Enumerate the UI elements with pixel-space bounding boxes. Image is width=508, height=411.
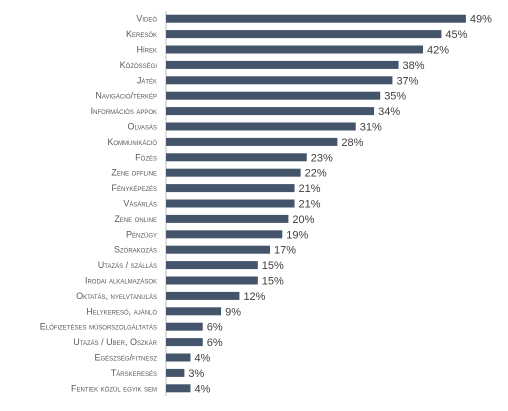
bar [166,384,191,393]
bar [166,184,295,193]
bar [166,322,203,331]
value-label: 28% [341,137,363,149]
category-label: Egészség/fitnesz [94,353,157,363]
bars [166,14,466,393]
category-labels: Videó Keresők Hírek Közösségi Játék Navigáció… [40,14,158,394]
bar [166,122,356,131]
value-label: 17% [274,245,296,257]
category-label: Kommunikáció [107,137,157,147]
bar [166,368,185,377]
bar [166,91,381,100]
bar [166,14,466,23]
value-label: 3% [188,368,204,380]
value-label: 21% [299,183,321,195]
category-label: Utazás / Uber, Oszkár [73,337,157,347]
value-label: 42% [427,45,449,57]
category-label: Keresők [126,29,157,39]
bar [166,214,289,223]
category-label: Előfizetéses műsorszolgáltatás [40,322,157,332]
value-label: 15% [262,276,284,288]
category-label: Játék [137,75,157,85]
category-label: Információs appok [91,106,157,116]
category-label: Helykereső, ajánló [86,306,157,316]
value-label: 6% [207,337,223,349]
bar [166,45,424,54]
value-labels: 49%45% 42%38% 37% 35% 34% 31% 28% 23% 22% 21% 21% 2… [188,14,492,396]
bar [166,153,307,162]
category-label: Társkeresés [111,368,157,378]
value-label: 35% [384,91,406,103]
value-label: 49% [470,14,492,26]
value-label: 22% [305,168,327,180]
bar [166,291,240,300]
bar [166,60,399,69]
category-label: Irodai alkalmazások [85,276,157,286]
category-label: Fentiek közül egyik sem [71,383,157,393]
bar [166,30,442,39]
category-label: Olvasás [128,122,157,132]
value-label: 31% [360,122,382,134]
bar [166,137,338,146]
category-label: Oktatás, nyelvtanulás [76,291,157,301]
bar [166,245,271,254]
bar [166,107,375,116]
value-label: 23% [311,152,333,164]
value-label: 21% [299,199,321,211]
value-label: 9% [225,306,241,318]
value-label: 38% [403,60,425,72]
bar [166,338,203,347]
category-label: Hírek [136,45,157,55]
category-label: Közösségi [120,60,158,70]
category-label: Fényképezés [111,183,157,193]
value-label: 20% [292,214,314,226]
category-label: Utazás / szállás [98,260,157,270]
bar [166,199,295,208]
bar [166,261,258,270]
category-label: Zene offline [111,168,157,178]
category-label: Pénzügy [126,229,157,239]
bar [166,353,191,362]
value-label: 6% [207,322,223,334]
category-label: Szórakozás [114,245,157,255]
value-label: 45% [445,29,467,41]
value-label: 37% [396,75,418,87]
value-label: 15% [262,260,284,272]
value-label: 4% [194,383,210,395]
value-label: 12% [243,291,265,303]
bar [166,168,301,177]
bar [166,230,283,239]
bar [166,76,393,85]
bar [166,307,222,316]
category-label: Navigáció/térkép [95,91,157,101]
category-label: Zene online [114,214,157,224]
value-label: 19% [286,229,308,241]
value-label: 34% [378,106,400,118]
category-label: Főzés [135,152,157,162]
category-label: Videó [136,14,157,24]
category-label: Vásárlás [123,199,157,209]
bar [166,276,258,285]
value-label: 4% [194,353,210,365]
